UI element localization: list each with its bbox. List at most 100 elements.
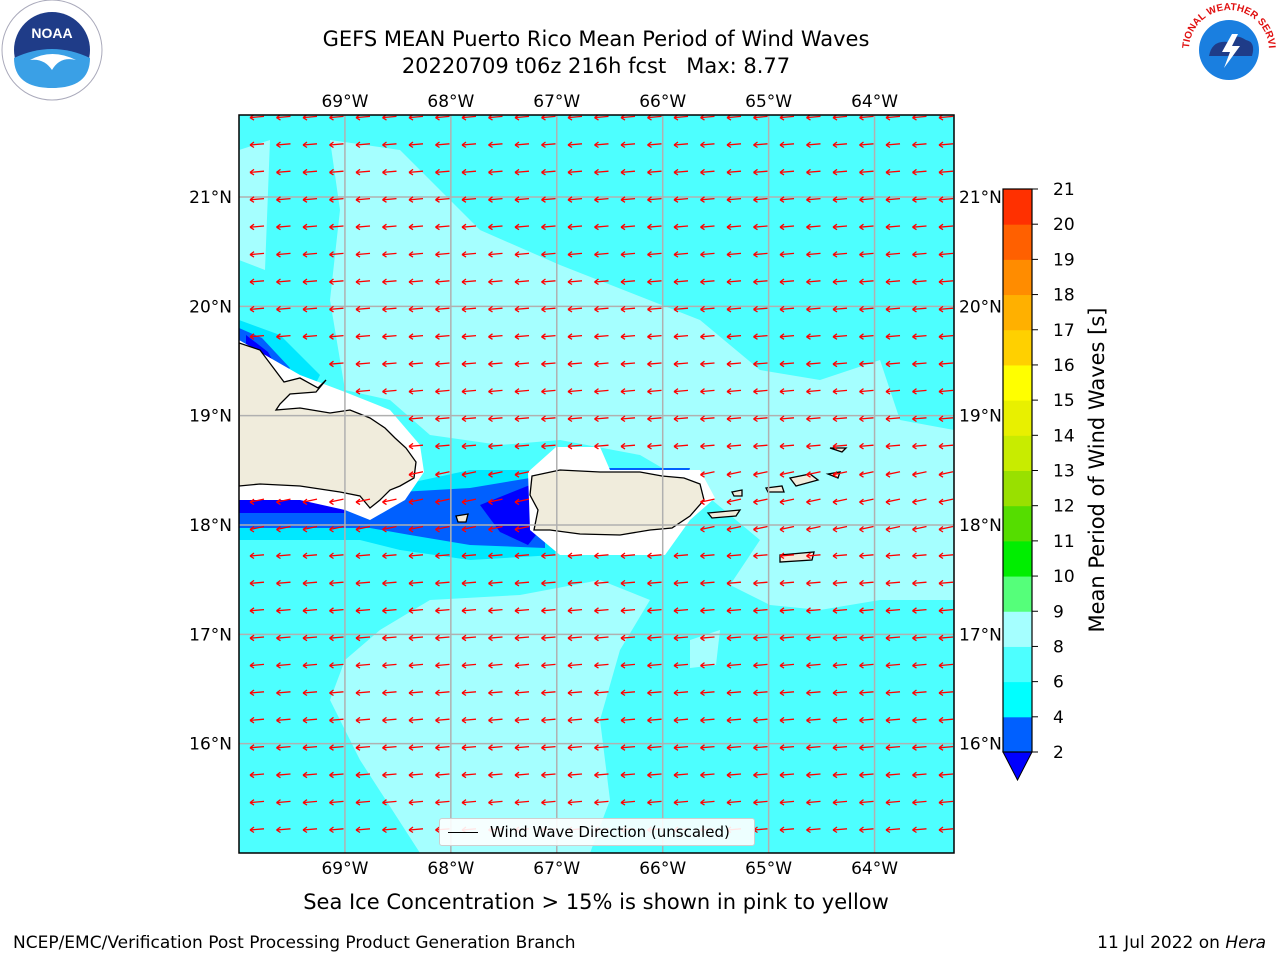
wave-direction-arrow <box>806 168 821 176</box>
wave-direction-arrow <box>488 716 503 724</box>
wave-direction-arrow <box>779 498 795 506</box>
wave-direction-arrow <box>302 799 318 806</box>
wave-direction-arrow <box>938 415 954 423</box>
colorbar-tick-label: 11 <box>1053 532 1075 552</box>
wave-direction-arrow <box>673 415 689 423</box>
wave-direction-arrow <box>647 333 662 340</box>
colorbar-segment <box>1003 646 1032 683</box>
wave-direction-arrow <box>276 716 291 724</box>
wave-direction-arrow <box>779 662 795 669</box>
colorbar-tick-label: 15 <box>1053 391 1075 411</box>
virgin-islands-1 <box>731 489 743 497</box>
wave-direction-arrow <box>700 278 715 286</box>
wave-direction-arrow <box>832 498 848 506</box>
wave-direction-arrow <box>382 360 397 368</box>
wave-direction-arrow <box>700 771 715 779</box>
wave-direction-arrow <box>408 442 424 450</box>
wave-direction-arrow <box>806 799 821 806</box>
wave-direction-arrow <box>276 223 291 231</box>
wave-direction-arrow <box>382 498 397 506</box>
wave-direction-arrow <box>408 223 424 231</box>
wave-direction-arrow <box>355 826 371 834</box>
wave-direction-arrow <box>276 278 291 286</box>
wave-direction-arrow <box>488 771 503 779</box>
wave-direction-arrow <box>647 305 662 313</box>
wave-direction-arrow <box>488 278 503 286</box>
lat-tick-label: 21°N <box>959 188 1002 208</box>
wave-direction-arrow <box>859 552 874 560</box>
wave-direction-arrow <box>753 662 768 669</box>
wave-direction-arrow <box>832 471 848 478</box>
wave-direction-arrow <box>832 689 848 697</box>
wave-direction-arrow <box>912 662 927 669</box>
wave-direction-arrow <box>859 196 874 203</box>
wave-direction-arrow <box>488 607 503 614</box>
wave-direction-arrow <box>938 442 954 450</box>
wave-direction-arrow <box>832 744 848 751</box>
sombrero-land <box>829 447 848 453</box>
wave-direction-arrow <box>859 168 874 176</box>
colorbar-tick-label: 9 <box>1053 602 1064 622</box>
wave-direction-arrow <box>647 278 662 286</box>
wave-direction-arrow <box>647 662 662 669</box>
wave-direction-arrow <box>514 471 530 478</box>
wave-direction-arrow <box>488 415 503 423</box>
wave-direction-arrow <box>541 662 556 669</box>
wave-direction-arrow <box>567 552 583 560</box>
wave-direction-arrow <box>832 415 848 423</box>
wave-direction-arrow <box>514 278 530 286</box>
wave-direction-arrow <box>408 251 424 258</box>
wave-direction-arrow <box>541 744 556 751</box>
wave-direction-arrow <box>700 744 715 751</box>
title-line-1: GEFS MEAN Puerto Rico Mean Period of Win… <box>322 27 870 51</box>
wave-direction-arrow <box>302 607 318 614</box>
map-legend: Wind Wave Direction (unscaled) <box>439 818 755 846</box>
wave-direction-arrow <box>541 305 556 313</box>
wave-direction-arrow <box>329 634 344 642</box>
wave-direction-arrow <box>488 471 503 478</box>
wave-direction-arrow <box>249 278 265 286</box>
wave-direction-arrow <box>673 251 689 258</box>
wave-direction-arrow <box>673 333 689 340</box>
wave-direction-arrow <box>488 360 503 368</box>
wave-direction-arrow <box>779 471 795 478</box>
wave-direction-arrow <box>488 388 503 395</box>
wave-direction-arrow <box>700 662 715 669</box>
wave-direction-arrow <box>461 415 477 423</box>
wave-direction-arrow <box>435 525 450 533</box>
wave-direction-arrow <box>673 552 689 560</box>
wave-direction-arrow <box>435 744 450 751</box>
wave-direction-arrow <box>329 141 344 149</box>
wave-direction-arrow <box>541 251 556 258</box>
wave-direction-arrow <box>382 579 397 587</box>
wave-direction-arrow <box>912 168 927 176</box>
wave-direction-arrow <box>488 689 503 697</box>
wave-direction-arrow <box>700 579 715 587</box>
wave-direction-arrow <box>779 333 795 340</box>
wave-direction-arrow <box>514 498 530 506</box>
wave-direction-arrow <box>753 689 768 697</box>
wave-direction-arrow <box>912 689 927 697</box>
wave-direction-arrow <box>567 360 583 368</box>
wave-direction-arrow <box>514 716 530 724</box>
wave-direction-arrow <box>249 251 265 258</box>
wave-direction-arrow <box>329 662 344 669</box>
wave-direction-arrow <box>859 223 874 231</box>
wave-direction-arrow <box>885 360 901 368</box>
wave-direction-arrow <box>461 278 477 286</box>
wave-direction-arrow <box>382 168 397 176</box>
wave-direction-arrow <box>355 716 371 724</box>
wave-direction-arrow <box>832 388 848 395</box>
wave-direction-arrow <box>461 251 477 258</box>
wave-direction-arrow <box>461 471 477 478</box>
wave-direction-arrow <box>938 634 954 642</box>
wave-direction-arrow <box>938 305 954 313</box>
colorbar-segment <box>1003 400 1032 436</box>
wave-direction-arrow <box>276 634 291 642</box>
wave-direction-arrow <box>779 442 795 450</box>
wave-direction-arrow <box>779 223 795 231</box>
wave-direction-arrow <box>859 744 874 751</box>
wave-direction-arrow <box>673 799 689 806</box>
land <box>239 342 848 563</box>
st-croix-land <box>779 551 815 563</box>
